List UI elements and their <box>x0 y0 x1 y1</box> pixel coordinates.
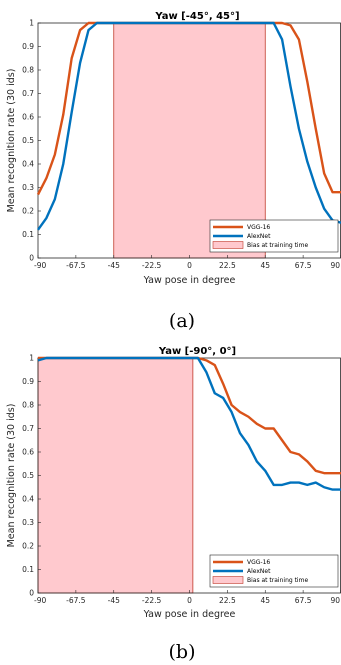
y-tick-label: 0.5 <box>22 471 34 480</box>
y-tick-label: 0.3 <box>22 518 34 527</box>
legend-swatch-bias <box>212 576 244 584</box>
y-tick-label: 0.4 <box>22 160 34 169</box>
y-axis-label: Mean recognition rate (30 ids) <box>6 404 17 548</box>
y-tick-label: 0.1 <box>22 230 34 239</box>
legend: VGG-16 AlexNet Bias at training time <box>209 554 339 588</box>
legend-entry: AlexNet <box>247 233 271 240</box>
legend-entry: VGG-16 <box>247 559 270 566</box>
x-tick-label: 22.5 <box>219 261 236 270</box>
y-axis-label: Mean recognition rate (30 ids) <box>6 69 17 213</box>
x-tick-label: -22.5 <box>142 261 162 270</box>
x-axis-label: Yaw pose in degree <box>143 275 236 286</box>
y-tick-label: 0 <box>29 254 34 263</box>
x-tick-label: -90 <box>34 261 46 270</box>
x-tick-label: -67.5 <box>66 596 86 605</box>
figure-caption: (b) <box>169 641 196 663</box>
x-tick-label: -45 <box>108 596 120 605</box>
y-tick-label: 0 <box>29 589 34 598</box>
legend-entry: VGG-16 <box>247 224 270 231</box>
y-tick-label: 0.4 <box>22 495 34 504</box>
y-tick-label: 0.9 <box>22 377 34 386</box>
y-tick-label: 0.5 <box>22 136 34 145</box>
legend-entry: AlexNet <box>247 568 271 575</box>
y-tick-label: 1 <box>29 354 34 363</box>
x-tick-label: 22.5 <box>219 596 236 605</box>
bias-region <box>113 22 266 259</box>
y-tick-label: 0.7 <box>22 89 34 98</box>
x-tick-label: -90 <box>34 596 46 605</box>
x-tick-label: 67.5 <box>295 261 312 270</box>
y-tick-label: 0.3 <box>22 183 34 192</box>
x-tick-label: -45 <box>108 261 120 270</box>
x-tick-label: -22.5 <box>142 596 162 605</box>
x-tick-label: 90 <box>330 261 340 270</box>
y-tick-label: 0.9 <box>22 42 34 51</box>
x-tick-label: 90 <box>330 596 340 605</box>
legend: VGG-16 AlexNet Bias at training time <box>209 219 339 253</box>
y-tick-label: 0.2 <box>22 207 34 216</box>
y-tick-label: 0.7 <box>22 424 34 433</box>
x-tick-label: 0 <box>187 261 192 270</box>
chart-title: Yaw [-90°, 0°] <box>158 346 236 357</box>
x-tick-label: 67.5 <box>295 596 312 605</box>
chart-panel-0: -90 -67.5 -45 -22.5 0 22.5 45 67.5 90 0 0.1 0.2 0.3 0… <box>6 11 341 332</box>
y-tick-label: 0.6 <box>22 113 34 122</box>
y-tick-label: 1 <box>29 19 34 28</box>
legend-entry: Bias at training time <box>247 242 308 249</box>
chart-panel-1: -90 -67.5 -45 -22.5 0 22.5 45 67.5 90 0 0.1 0.2 0.3 0… <box>6 346 341 663</box>
x-axis-label: Yaw pose in degree <box>143 609 236 620</box>
series-line-alexnet <box>37 356 341 491</box>
y-tick-label: 0.6 <box>22 448 34 457</box>
figure-caption: (a) <box>169 310 195 332</box>
x-tick-label: -67.5 <box>66 261 86 270</box>
y-tick-label: 0.1 <box>22 565 34 574</box>
x-tick-label: 45 <box>260 261 270 270</box>
legend-swatch-bias <box>212 241 244 249</box>
chart-title: Yaw [-45°, 45°] <box>154 11 239 22</box>
series-line-alexnet <box>37 21 341 231</box>
legend-entry: Bias at training time <box>247 577 308 584</box>
x-tick-label: 45 <box>260 596 270 605</box>
y-tick-label: 0.8 <box>22 401 34 410</box>
y-tick-label: 0.8 <box>22 66 34 75</box>
y-tick-label: 0.2 <box>22 542 34 551</box>
x-tick-label: 0 <box>187 596 192 605</box>
bias-region <box>37 357 194 594</box>
